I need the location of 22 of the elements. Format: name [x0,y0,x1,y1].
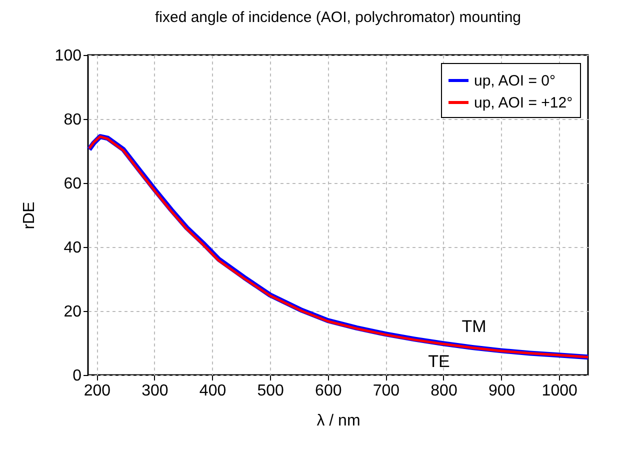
annotation: TE [428,352,450,371]
x-tick-label: 700 [372,382,400,400]
x-tick-label: 500 [257,382,284,400]
y-tick-label: 100 [54,48,82,64]
x-tick-label: 400 [199,382,226,400]
x-tick-label: 800 [430,382,458,400]
y-tick-label: 80 [64,112,82,128]
y-tick-label: 0 [72,368,82,384]
y-axis-title: rDE [20,202,38,230]
x-tick-label: 200 [84,382,111,400]
x-tick-label: 300 [142,382,168,400]
x-tick-label: 1000 [542,382,578,400]
x-tick-label: 600 [315,382,342,400]
y-tick-label: 20 [64,304,82,320]
y-tick-label: 60 [64,176,82,192]
legend-label: up, AOI = +12° [474,94,573,112]
x-tick-label: 900 [488,382,516,400]
legend-label: up, AOI = 0° [474,72,556,90]
y-tick-label: 40 [64,240,82,256]
chart-title: fixed angle of incidence (AOI, polychromator) mounting [154,9,522,26]
x-axis-title: λ / nm [316,412,360,430]
annotation: TM [462,317,486,336]
